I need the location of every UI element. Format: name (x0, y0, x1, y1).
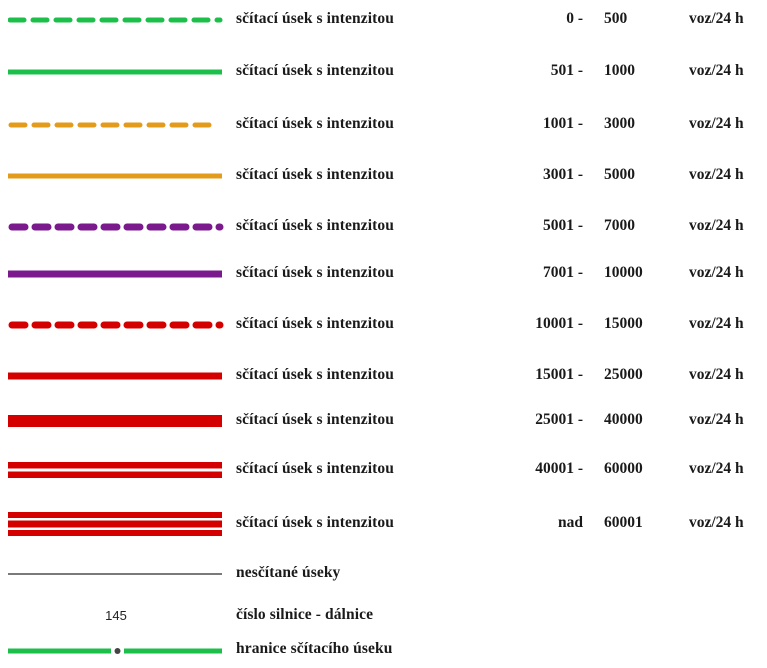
road-number-symbol: 145 (8, 601, 224, 631)
gray-thin-line-symbol (8, 573, 222, 575)
boundary-label: hranice sčítacího úseku (236, 640, 393, 657)
unit-label: voz/24 h (689, 217, 744, 234)
legend-row-road-number: 145 číslo silnice - dálnice (0, 601, 767, 631)
legend-row-over-60001: sčítací úsek s intenzitou nad 60001 voz/… (0, 509, 767, 539)
range-from: 1001 - (542, 115, 583, 132)
range-to: 40000 (604, 411, 643, 428)
row-label: sčítací úsek s intenzitou (236, 10, 394, 27)
unit-label: voz/24 h (689, 10, 744, 27)
purple-dashed-line-symbol (8, 223, 224, 231)
row-label: sčítací úsek s intenzitou (236, 315, 394, 332)
orange-solid-line-symbol (8, 173, 222, 179)
row-label: sčítací úsek s intenzitou (236, 460, 394, 477)
row-label: sčítací úsek s intenzitou (236, 115, 394, 132)
legend-row-25001-40000: sčítací úsek s intenzitou 25001 - 40000 … (0, 406, 767, 436)
legend-row-7001-10000: sčítací úsek s intenzitou 7001 - 10000 v… (0, 259, 767, 289)
range-from: 0 - (566, 10, 583, 27)
road-number-label: číslo silnice - dálnice (236, 606, 374, 623)
range-to: 10000 (604, 264, 643, 281)
legend-row-501-1000: sčítací úsek s intenzitou 501 - 1000 voz… (0, 57, 767, 87)
row-label: sčítací úsek s intenzitou (236, 366, 394, 383)
legend-row-10001-15000: sčítací úsek s intenzitou 10001 - 15000 … (0, 310, 767, 340)
range-to: 15000 (604, 315, 643, 332)
range-to: 25000 (604, 366, 643, 383)
row-label: sčítací úsek s intenzitou (236, 166, 394, 183)
red-double-line-symbol (8, 462, 222, 478)
range-from: 7001 - (542, 264, 583, 281)
range-from: 10001 - (535, 315, 583, 332)
road-number-sample: 145 (105, 608, 127, 623)
legend-row-1001-3000: sčítací úsek s intenzitou 1001 - 3000 vo… (0, 110, 767, 140)
legend-row-uncounted: nesčítané úseky (0, 559, 767, 589)
green-solid-line-symbol (8, 69, 222, 75)
range-to: 60000 (604, 460, 643, 477)
unit-label: voz/24 h (689, 315, 744, 332)
unit-label: voz/24 h (689, 460, 744, 477)
legend-row-section-boundary: hranice sčítacího úseku (0, 635, 767, 665)
range-to: 1000 (604, 62, 635, 79)
range-from: 15001 - (535, 366, 583, 383)
section-boundary-symbol (8, 648, 222, 654)
row-label: sčítací úsek s intenzitou (236, 62, 394, 79)
red-solid-line-symbol (8, 372, 222, 380)
orange-dashed-line-symbol (8, 122, 216, 128)
row-label: sčítací úsek s intenzitou (236, 264, 394, 281)
red-thick-line-symbol (8, 415, 222, 427)
range-to: 500 (604, 10, 628, 27)
range-to: 7000 (604, 217, 635, 234)
legend-row-15001-25000: sčítací úsek s intenzitou 15001 - 25000 … (0, 361, 767, 391)
unit-label: voz/24 h (689, 62, 744, 79)
range-from: 501 - (550, 62, 583, 79)
legend-row-40001-60000: sčítací úsek s intenzitou 40001 - 60000 … (0, 455, 767, 485)
red-dashed-line-symbol (8, 321, 224, 329)
range-from: 25001 - (535, 411, 583, 428)
uncounted-label: nesčítané úseky (236, 564, 341, 581)
range-to: 60001 (604, 514, 643, 531)
legend-row-3001-5000: sčítací úsek s intenzitou 3001 - 5000 vo… (0, 161, 767, 191)
range-from: 5001 - (542, 217, 583, 234)
unit-label: voz/24 h (689, 115, 744, 132)
row-label: sčítací úsek s intenzitou (236, 514, 394, 531)
unit-label: voz/24 h (689, 411, 744, 428)
range-to: 5000 (604, 166, 635, 183)
red-triple-line-symbol (8, 512, 222, 536)
unit-label: voz/24 h (689, 166, 744, 183)
legend-row-0-500: sčítací úsek s intenzitou 0 - 500 voz/24… (0, 5, 767, 35)
range-from: 40001 - (535, 460, 583, 477)
purple-solid-line-symbol (8, 270, 222, 278)
unit-label: voz/24 h (689, 514, 744, 531)
unit-label: voz/24 h (689, 264, 744, 281)
row-label: sčítací úsek s intenzitou (236, 411, 394, 428)
range-from: 3001 - (542, 166, 583, 183)
row-label: sčítací úsek s intenzitou (236, 217, 394, 234)
range-to: 3000 (604, 115, 635, 132)
legend-row-5001-7000: sčítací úsek s intenzitou 5001 - 7000 vo… (0, 212, 767, 242)
unit-label: voz/24 h (689, 366, 744, 383)
range-from: nad (558, 514, 583, 531)
green-dashed-line-symbol (8, 17, 223, 23)
